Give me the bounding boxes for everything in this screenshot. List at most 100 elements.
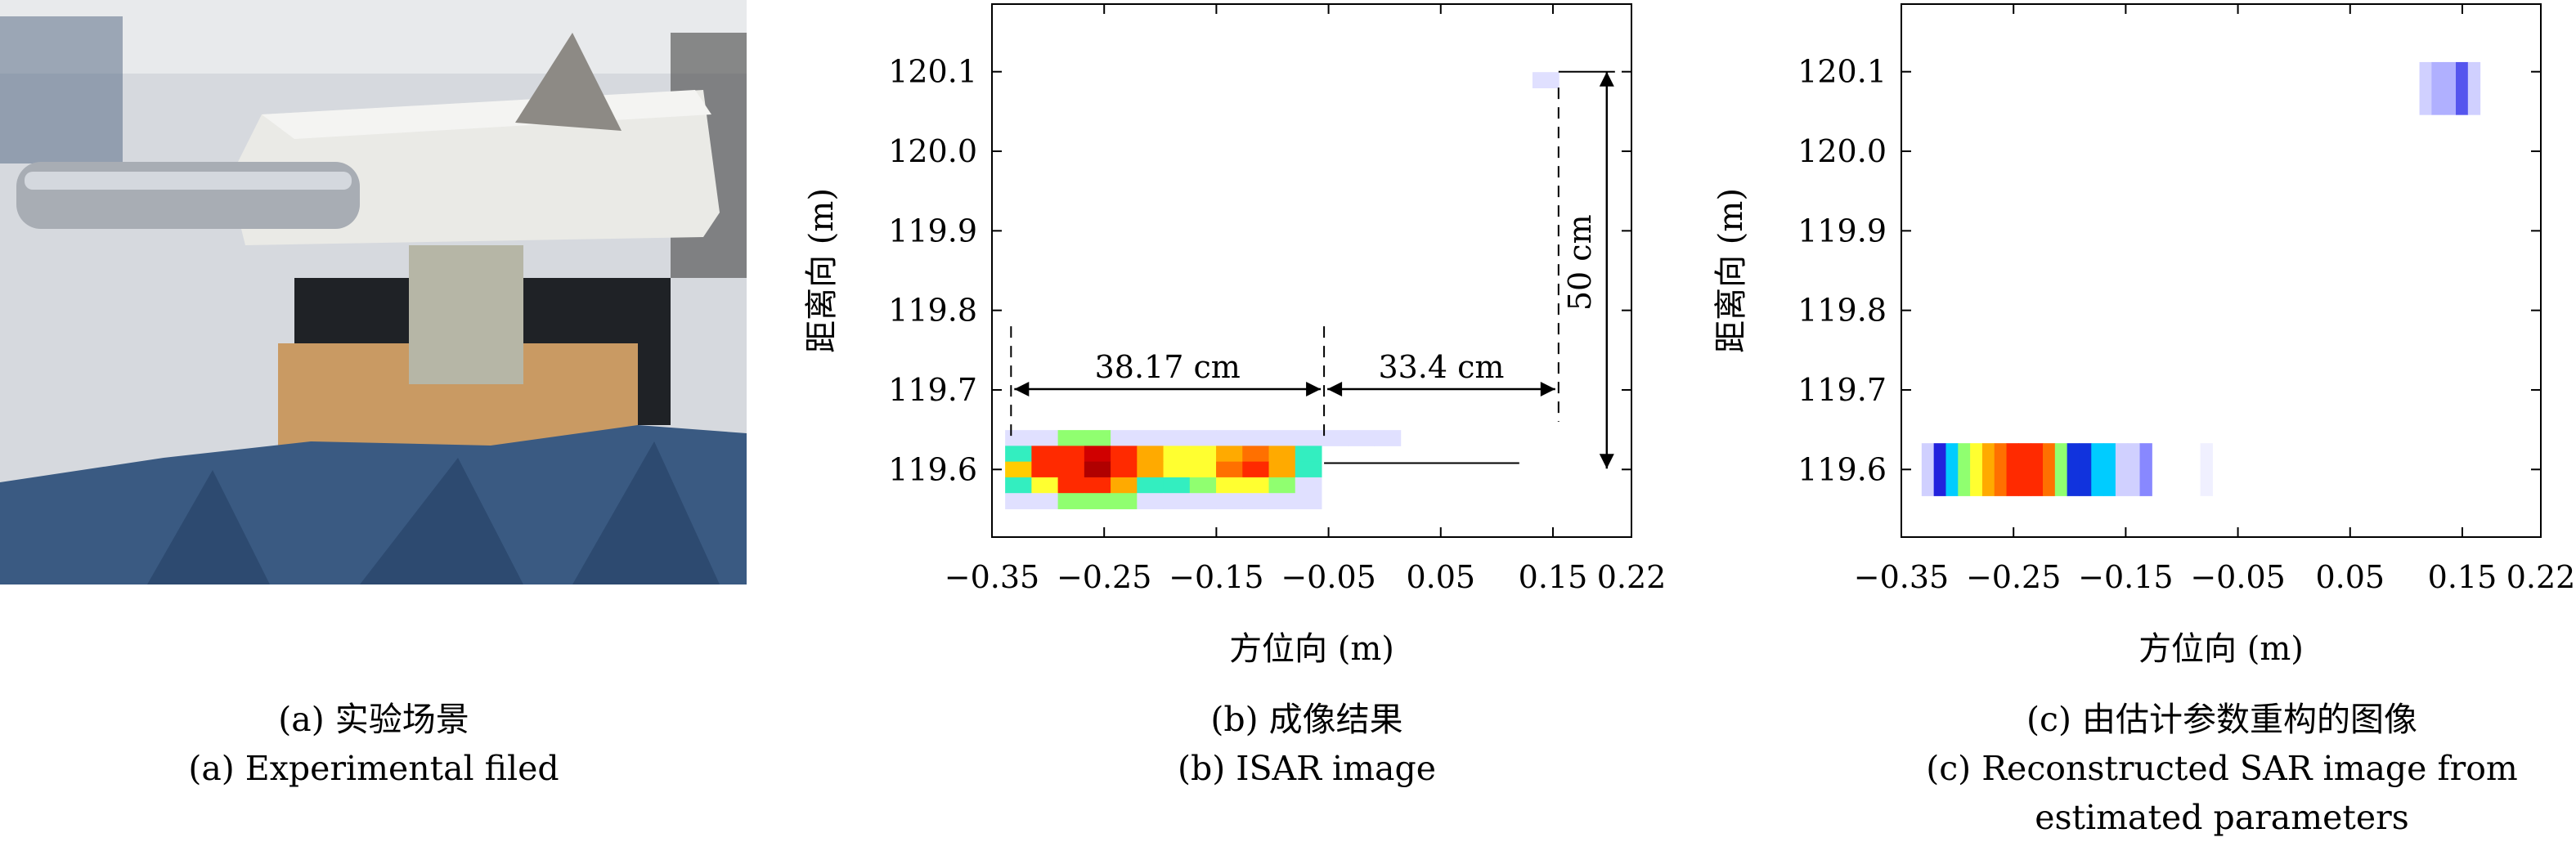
- isar-cell: [1031, 477, 1059, 494]
- isar-x-tick-label: 0.05: [1406, 559, 1475, 595]
- isar-cell: [1532, 72, 1560, 88]
- isar-cell: [1216, 477, 1243, 494]
- isar-cell: [1268, 446, 1296, 463]
- isar-cell: [1005, 493, 1032, 509]
- isar-y-tick-label: 119.9: [888, 213, 977, 249]
- isar-cell: [1163, 477, 1191, 494]
- isar-arrow-gap-head: [1327, 381, 1343, 396]
- recon-cell: [1981, 443, 1995, 496]
- caption-b-cn: (b) 成像结果: [1210, 700, 1403, 739]
- isar-cell: [1216, 430, 1243, 446]
- isar-cell: [1295, 493, 1322, 509]
- caption-c-cn: (c) 由估计参数重构的图像: [2026, 700, 2417, 739]
- isar-arrow-range-head: [1599, 71, 1614, 87]
- isar-cell: [1216, 461, 1243, 478]
- isar-cell: [1111, 477, 1138, 494]
- isar-cell: [1242, 477, 1270, 494]
- isar-cell: [1137, 477, 1165, 494]
- isar-cell: [1005, 446, 1032, 463]
- back-wall: [0, 0, 747, 74]
- recon-cell: [1945, 443, 1959, 496]
- turntable-pedestal: [409, 245, 523, 384]
- isar-cell: [1137, 461, 1165, 478]
- recon-cell: [2139, 443, 2152, 496]
- isar-cell: [1057, 477, 1085, 494]
- isar-cell: [1295, 477, 1322, 494]
- isar-cell: [1163, 430, 1191, 446]
- isar-cell: [1268, 430, 1296, 446]
- recon-cell: [1921, 443, 1935, 496]
- isar-cell: [1189, 430, 1217, 446]
- isar-label-gap: 33.4 cm: [1378, 349, 1504, 385]
- shelf-left: [0, 16, 123, 163]
- recon-x-tick-label: 0.05: [2315, 559, 2385, 595]
- isar-x-tick-label: 0.15: [1519, 559, 1588, 595]
- recon-x-tick-label: −0.35: [1854, 559, 1949, 595]
- isar-cell: [1137, 446, 1165, 463]
- recon-x-tick-label: 0.22: [2506, 559, 2576, 595]
- recon-cell: [2043, 443, 2056, 496]
- isar-cell: [1268, 461, 1296, 478]
- recon-x-tick-label: 0.15: [2428, 559, 2497, 595]
- isar-cell: [1111, 446, 1138, 463]
- experiment-photo: [0, 0, 747, 584]
- isar-cell: [1295, 446, 1322, 463]
- cone-target: [515, 33, 622, 131]
- recon-cell: [1933, 443, 1946, 496]
- recon-cell: [2103, 443, 2116, 496]
- isar-cell: [1084, 461, 1111, 478]
- recon-x-tick-label: −0.25: [1966, 559, 2061, 595]
- isar-cell: [1189, 446, 1217, 463]
- recon-cell: [1958, 443, 1971, 496]
- isar-cell: [1242, 430, 1270, 446]
- isar-cell: [1005, 461, 1032, 478]
- isar-cell: [1242, 446, 1270, 463]
- isar-cell: [1242, 493, 1270, 509]
- recon-y-tick-label: 119.9: [1797, 213, 1887, 249]
- isar-cell: [1005, 477, 1032, 494]
- recon-y-tick-label: 119.7: [1797, 372, 1887, 408]
- absorber-cone-3: [572, 441, 720, 584]
- isar-cell: [1137, 493, 1165, 509]
- isar-y-axis-label: 距离向 (m): [803, 188, 841, 353]
- recon-x-tick-label: −0.15: [2078, 559, 2173, 595]
- isar-label-range-span: 50 cm: [1562, 214, 1598, 311]
- isar-cell: [1163, 493, 1191, 509]
- caption-c: (c) 由估计参数重构的图像 (c) Reconstructed SAR ima…: [1813, 695, 2576, 842]
- caption-a: (a) 实验场景 (a) Experimental filed: [0, 695, 783, 793]
- isar-cell: [1084, 477, 1111, 494]
- isar-cell: [1084, 446, 1111, 463]
- caption-c-en-2: estimated parameters: [2035, 798, 2409, 837]
- recon-x-tick-label: −0.05: [2190, 559, 2285, 595]
- isar-y-tick-label: 120.0: [888, 133, 977, 169]
- absorber-cone-2: [360, 458, 523, 584]
- recon-y-tick-label: 120.0: [1797, 133, 1887, 169]
- isar-cell: [1057, 493, 1085, 509]
- isar-cell: [1057, 461, 1085, 478]
- recon-cell: [2031, 443, 2044, 496]
- isar-axes-frame: [991, 3, 1632, 538]
- isar-cell: [1111, 493, 1138, 509]
- isar-x-tick-label: −0.15: [1169, 559, 1263, 595]
- isar-cell: [1084, 430, 1111, 446]
- recon-y-tick-label: 120.1: [1797, 54, 1887, 90]
- recon-cell: [2079, 443, 2092, 496]
- recon-cell: [1994, 443, 2008, 496]
- isar-x-tick-label: 0.22: [1597, 559, 1667, 595]
- caption-a-en: (a) Experimental filed: [188, 749, 559, 788]
- isar-cell: [1057, 430, 1085, 446]
- recon-cell: [1970, 443, 1983, 496]
- isar-cell: [1295, 461, 1322, 478]
- isar-cell: [1163, 461, 1191, 478]
- isar-arrow-range-head: [1599, 454, 1614, 469]
- recon-cell: [2200, 443, 2213, 496]
- isar-cell: [1111, 461, 1138, 478]
- caption-b: (b) 成像结果 (b) ISAR image: [898, 695, 1716, 793]
- isar-arrow-azimuth-head: [1306, 381, 1322, 396]
- recon-cell: [2456, 61, 2469, 115]
- isar-x-tick-label: −0.05: [1281, 559, 1376, 595]
- recon-cell: [2006, 443, 2019, 496]
- isar-y-tick-label: 119.6: [888, 451, 977, 487]
- caption-a-cn: (a) 实验场景: [278, 700, 469, 739]
- isar-cell: [1031, 430, 1059, 446]
